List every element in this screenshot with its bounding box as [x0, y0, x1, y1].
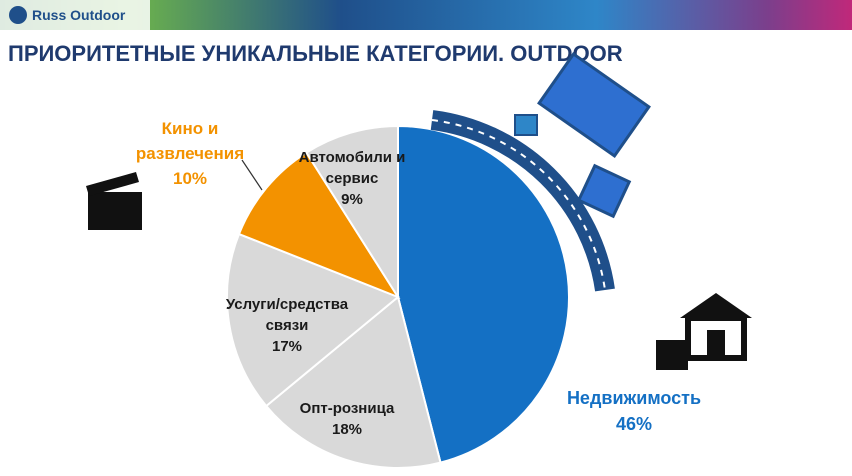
leader-line [241, 159, 263, 191]
film-clapper-icon [86, 172, 142, 230]
slice-label: Кино и развлечения 10% [125, 116, 255, 191]
pie-slice [237, 151, 401, 300]
value-label: 46% [615, 414, 653, 434]
category-name: Недвижимость [566, 388, 702, 408]
category-name: Кино и развлечения [135, 119, 245, 163]
chart-title: ПРИОРИТЕТНЫЕ УНИКАЛЬНЫЕ КАТЕГОРИИ. OUTDO… [8, 41, 623, 66]
pie-slice [397, 124, 571, 464]
category-name: Опт-розница [299, 400, 395, 417]
value-label: 9% [341, 191, 363, 208]
slice-label: Услуги/средства связи 17% [212, 294, 362, 357]
slice-label: Автомобили и сервис 9% [292, 147, 412, 210]
value-label: 18% [331, 421, 363, 438]
road-icon [430, 51, 651, 292]
pie-slice [226, 232, 400, 408]
slice-label: Недвижимость 46% [554, 385, 714, 437]
real-estate-icon [656, 293, 752, 370]
logo-mark [9, 6, 27, 24]
slice-label: Опт-розница 18% [287, 398, 407, 440]
value-label: 10% [172, 169, 208, 188]
category-name: Услуги/средства связи [225, 296, 349, 334]
pie-slice [304, 124, 399, 301]
value-label: 17% [271, 338, 303, 355]
category-name: Автомобили и сервис [298, 149, 406, 187]
brand: Russ Outdoor [32, 7, 126, 23]
pie-slice [264, 295, 442, 469]
